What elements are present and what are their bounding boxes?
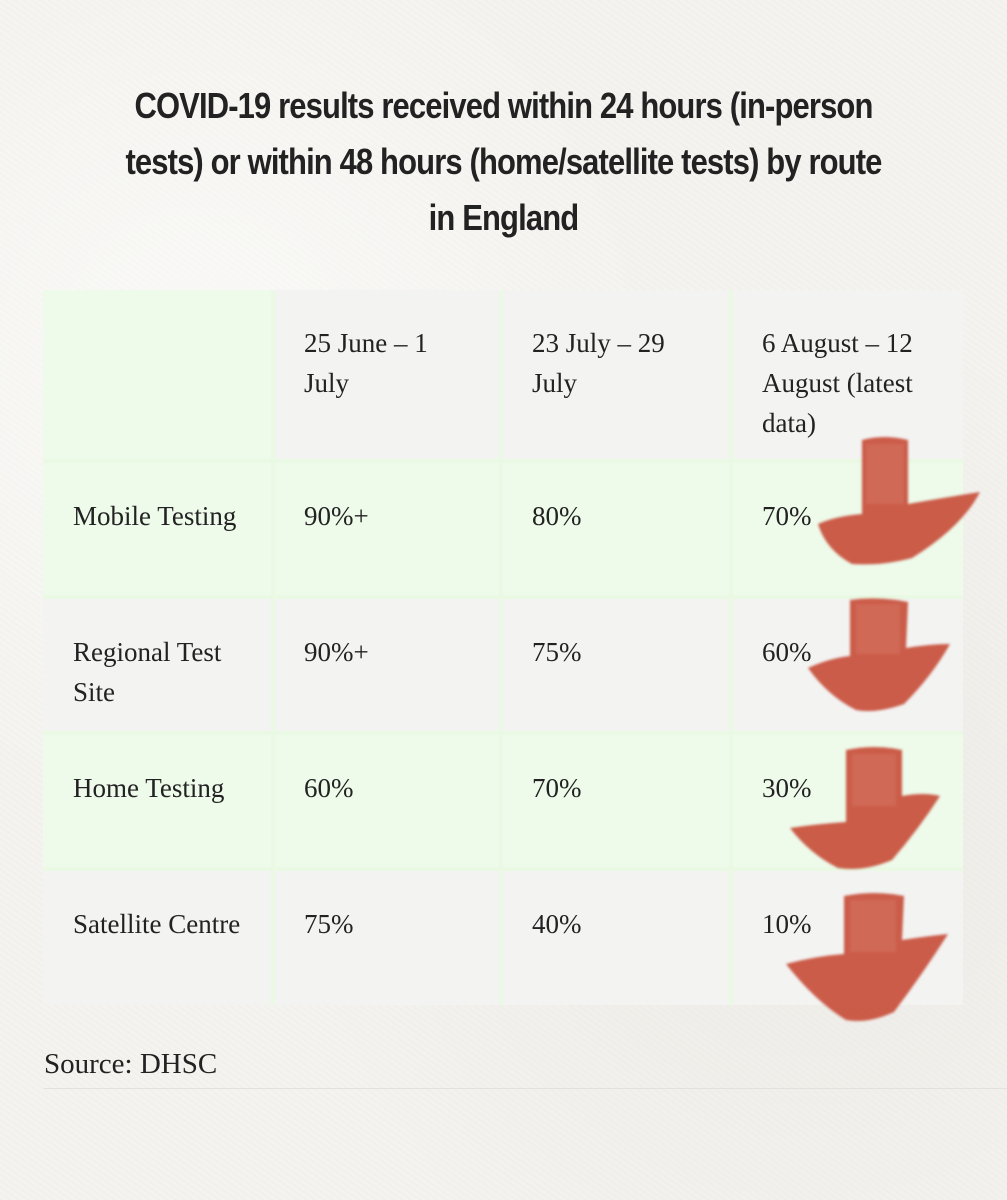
- table-row-regional-test-site: Regional Test Site 90%+ 75% 60%: [43, 597, 963, 736]
- source-note: Source: DHSC: [44, 1048, 218, 1080]
- table-cell: 75%: [501, 597, 733, 736]
- table-row-home-testing: Home Testing 60% 70% 30%: [43, 733, 963, 871]
- table-row-mobile-testing: Mobile Testing 90%+ 80% 70%: [43, 461, 963, 600]
- table-cell: 70%: [501, 733, 733, 871]
- results-table: 25 June – 1 July 23 July – 29 July 6 Aug…: [43, 290, 963, 1005]
- row-label-home-testing: Home Testing: [43, 733, 275, 871]
- table-cell: 10%: [731, 869, 963, 1005]
- results-table-container: 25 June – 1 July 23 July – 29 July 6 Aug…: [43, 290, 963, 1005]
- column-header-25-june-1-july: 25 June – 1 July: [273, 290, 503, 464]
- table-header-corner: [43, 290, 275, 464]
- table-cell: 60%: [731, 597, 963, 736]
- table-cell: 80%: [501, 461, 733, 600]
- table-cell: 30%: [731, 733, 963, 871]
- table-cell: 60%: [273, 733, 503, 871]
- table-cell: 90%+: [273, 597, 503, 736]
- table-cell: 40%: [501, 869, 733, 1005]
- table-cell: 90%+: [273, 461, 503, 600]
- column-header-23-july-29-july: 23 July – 29 July: [501, 290, 733, 464]
- table-cell: 70%: [731, 461, 963, 600]
- row-label-mobile-testing: Mobile Testing: [43, 461, 275, 600]
- column-header-6-august-12-august: 6 August – 12 August (latest data): [731, 290, 963, 464]
- divider: [44, 1088, 1007, 1089]
- row-label-satellite-centre: Satellite Centre: [43, 869, 275, 1005]
- table-header-row: 25 June – 1 July 23 July – 29 July 6 Aug…: [43, 290, 963, 464]
- table-row-satellite-centre: Satellite Centre 75% 40% 10%: [43, 869, 963, 1005]
- row-label-regional-test-site: Regional Test Site: [43, 597, 275, 736]
- table-cell: 75%: [273, 869, 503, 1005]
- page-title: COVID-19 results received within 24 hour…: [125, 85, 882, 238]
